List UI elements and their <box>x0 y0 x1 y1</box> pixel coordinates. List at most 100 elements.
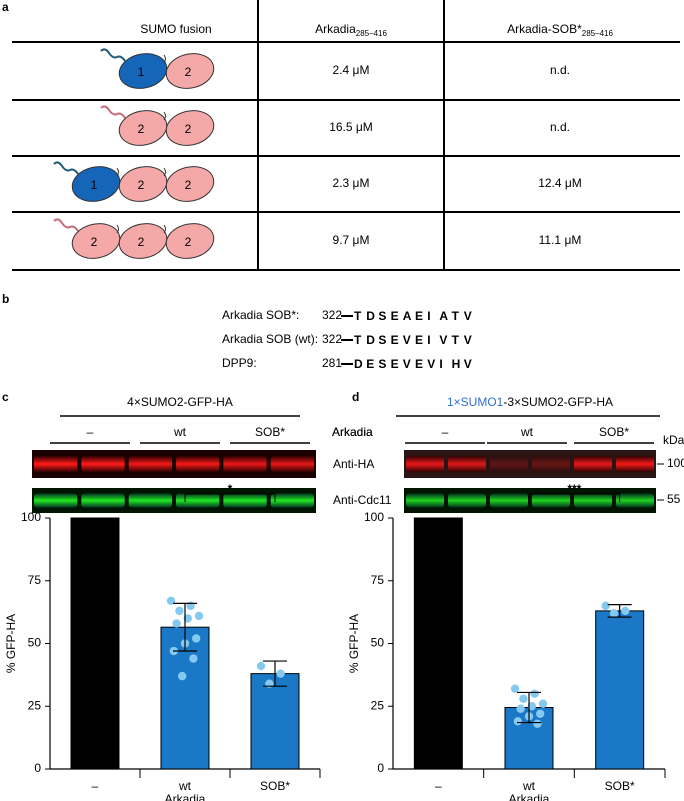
unit-label: kDa <box>663 433 684 447</box>
table-cell: 11.1 μM <box>539 233 582 247</box>
error-bar <box>173 602 197 652</box>
blot-band <box>81 493 125 508</box>
residue: I <box>427 309 430 323</box>
blot-title: 4×SUMO2-GFP-HA <box>127 395 233 409</box>
blot-band <box>490 456 528 472</box>
sumo-label: 2 <box>185 65 192 79</box>
residue: H <box>452 357 461 371</box>
residue: A <box>403 309 412 323</box>
sumo-label: 1 <box>91 178 98 192</box>
error-bar <box>263 660 287 687</box>
group-label: – <box>442 425 449 439</box>
data-point <box>538 699 548 708</box>
residue: E <box>415 357 423 371</box>
sumo-domain <box>118 166 168 202</box>
blot-band <box>532 456 570 472</box>
residue: S <box>378 309 386 323</box>
group-label: SOB* <box>255 425 285 439</box>
data-point <box>178 671 187 681</box>
data-point <box>513 717 522 726</box>
blot-band <box>223 456 267 472</box>
y-tick-label: 50 <box>28 636 42 650</box>
blot-band <box>176 493 220 508</box>
data-point <box>192 634 201 643</box>
sumo-tail <box>53 218 79 232</box>
residue: S <box>378 333 386 347</box>
sequence-start: 281 <box>322 356 342 370</box>
blot-band <box>34 456 78 472</box>
data-point <box>519 694 528 703</box>
header-subscript: 285–416 <box>582 29 614 38</box>
data-point <box>530 689 539 698</box>
blot-title-part: 1×SUMO1 <box>447 395 504 409</box>
blot-title-part: -3×SUMO2-GFP-HA <box>503 395 613 409</box>
y-axis-label: % GFP-HA <box>347 614 361 673</box>
residue: T <box>354 309 362 323</box>
sumo-label: 2 <box>138 235 145 249</box>
y-axis-label: % GFP-HA <box>4 614 18 673</box>
sumo-domain <box>118 223 168 259</box>
panel-label: d <box>352 390 359 404</box>
residue: A <box>439 309 448 323</box>
sumo-linker <box>163 224 166 234</box>
table-cell: 9.7 μM <box>333 233 370 247</box>
blot-band <box>490 493 528 508</box>
residue: D <box>366 333 375 347</box>
blot-band <box>532 493 570 508</box>
y-tick-label: 0 <box>377 761 384 775</box>
group-label: wt <box>173 425 187 439</box>
table-cell: 2.3 μM <box>333 176 370 190</box>
data-point <box>601 601 610 611</box>
sumo-tail <box>53 161 79 175</box>
sumo-linker <box>163 54 166 64</box>
y-tick-label: 100 <box>364 510 384 524</box>
table-cell: 12.4 μM <box>538 176 582 190</box>
x-tick-label: – <box>435 779 442 793</box>
residue: D <box>354 357 363 371</box>
sumo-label: 2 <box>185 122 192 136</box>
sumo-domain <box>118 53 168 89</box>
data-point <box>621 606 630 616</box>
sumo-label: 2 <box>138 122 145 136</box>
sumo-label: 1 <box>138 65 145 79</box>
residue: V <box>427 357 435 371</box>
y-tick-label: 50 <box>371 636 385 650</box>
sumo-domain <box>71 223 121 259</box>
data-point <box>527 702 536 711</box>
blot-band <box>406 493 444 508</box>
blot-band <box>270 456 314 472</box>
data-point <box>276 669 285 678</box>
significance-label: *** <box>567 482 581 496</box>
x-axis-label: Arkadia <box>165 792 206 801</box>
error-bar <box>517 691 541 724</box>
header-text: Arkadia <box>315 22 356 36</box>
sumo-linker <box>116 224 119 234</box>
blot-image <box>32 488 316 513</box>
y-tick-label: 75 <box>371 573 385 587</box>
bar <box>70 517 120 770</box>
bar <box>250 673 300 770</box>
blot-band <box>616 456 654 472</box>
residue: V <box>464 309 472 323</box>
residue: T <box>452 309 460 323</box>
blot-image <box>32 450 316 478</box>
sumo-tail <box>100 48 126 62</box>
data-point <box>183 614 192 623</box>
sequence-name: DPP9: <box>222 356 257 370</box>
sumo-linker <box>163 167 166 177</box>
residue: V <box>403 333 411 347</box>
sumo-linker <box>116 167 119 177</box>
x-tick-label: SOB* <box>605 779 635 793</box>
table-cell: n.d. <box>550 120 570 134</box>
blot-title-part: 4×SUMO2-GFP-HA <box>127 395 233 409</box>
sumo-label: 2 <box>91 235 98 249</box>
marker-label: 100 <box>667 456 684 470</box>
data-point <box>172 619 181 628</box>
data-point <box>516 704 525 713</box>
header-subscript: 285–416 <box>356 29 388 38</box>
antibody-label: Anti-Cdc11 <box>333 493 392 507</box>
residue: E <box>366 357 374 371</box>
data-point <box>510 684 520 693</box>
